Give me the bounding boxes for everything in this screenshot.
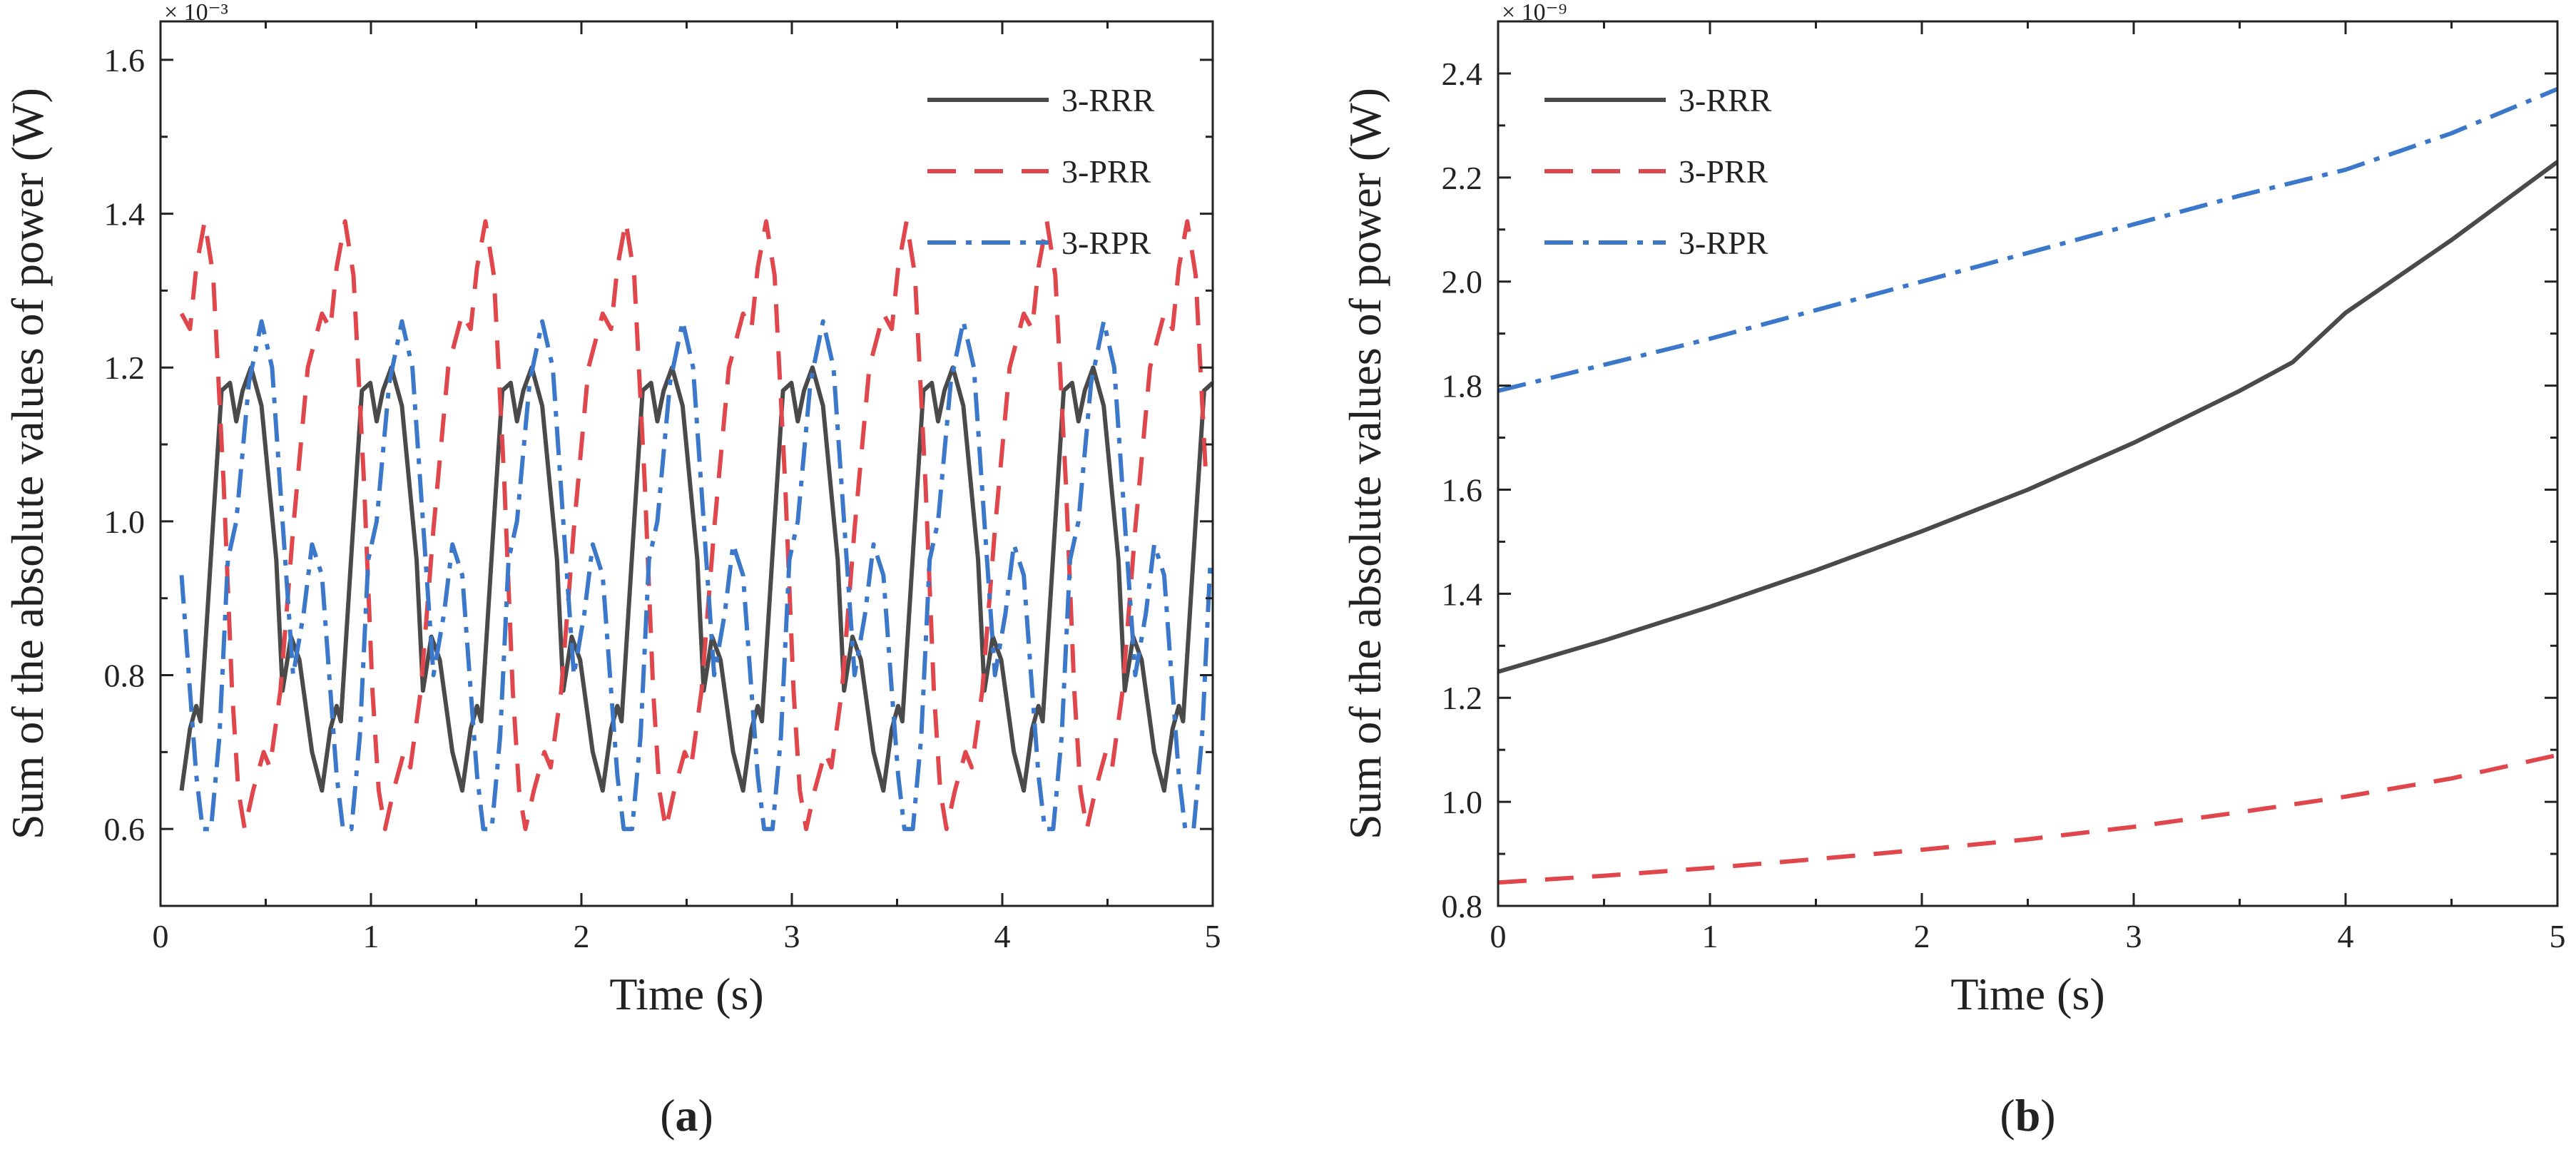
series-line-3-rpr <box>179 319 1213 832</box>
y-axis-exponent: × 10⁻⁹ <box>1502 0 1567 26</box>
y-tick-label: 2.2 <box>1442 160 1483 196</box>
y-tick-label: 1.6 <box>1442 471 1483 508</box>
y-axis-title: Sum of the absolute values of power (W) <box>2 88 53 840</box>
series-line-3-rrr <box>1498 160 2557 674</box>
y-tick-label: 1.8 <box>1442 368 1483 404</box>
x-tick-label: 5 <box>1205 918 1221 954</box>
y-tick-label: 1.6 <box>104 42 146 78</box>
chart-panel-b: 0 1 2 3 4 5 0.8 1.0 1.2 1.4 1.6 1.8 2.0 2.2 2.4 × 10⁻⁹ T… <box>1340 0 2566 1019</box>
panel-label-a: (a) <box>660 1090 713 1141</box>
panel-labels: (a) (b) <box>660 1090 2055 1141</box>
y-tick-label: 1.4 <box>104 196 146 233</box>
x-tick-label: 2 <box>1914 918 1930 954</box>
legend: 3-RRR 3-PRR 3-RPR <box>1544 82 1772 261</box>
y-tick-label: 0.6 <box>104 811 146 847</box>
x-tick-label: 5 <box>2550 918 2566 954</box>
plot-frame <box>1497 20 2559 907</box>
legend-label-3-prr: 3-PRR <box>1062 153 1151 190</box>
series-line-3-prr <box>179 219 1208 832</box>
legend-label-3-rpr: 3-RPR <box>1062 225 1151 261</box>
y-axis-title: Sum of the absolute values of power (W) <box>1340 88 1390 840</box>
x-axis-title: Time (s) <box>1950 969 2104 1019</box>
x-tick-label: 4 <box>2338 918 2354 954</box>
y-tick-label: 2.0 <box>1442 264 1483 300</box>
x-tick-label: 0 <box>153 918 169 954</box>
y-tick-label: 1.2 <box>104 350 146 386</box>
x-tick-label: 3 <box>2126 918 2142 954</box>
legend-label-3-rpr: 3-RPR <box>1679 225 1768 261</box>
legend: 3-RRR 3-PRR 3-RPR <box>927 82 1155 261</box>
y-tick-label: 1.0 <box>104 504 146 540</box>
y-tick-label: 0.8 <box>1442 888 1483 924</box>
series-line-3-rrr <box>179 365 1213 793</box>
legend-label-3-rrr: 3-RRR <box>1062 82 1155 118</box>
y-tick-label: 1.4 <box>1442 576 1483 612</box>
y-tick-label: 0.8 <box>104 658 146 694</box>
y-axis-exponent: × 10⁻³ <box>164 0 228 26</box>
x-tick-label: 1 <box>1702 918 1719 954</box>
legend-label-3-prr: 3-PRR <box>1679 153 1768 190</box>
series-line-3-rpr <box>1498 87 2557 393</box>
x-tick-label: 1 <box>363 918 380 954</box>
x-tick-label: 2 <box>574 918 590 954</box>
x-tick-label: 4 <box>994 918 1011 954</box>
x-axis-title: Time (s) <box>609 969 763 1019</box>
series-group <box>179 219 1213 832</box>
series-group <box>1498 87 2557 885</box>
panel-label-b: (b) <box>2000 1090 2055 1141</box>
x-tick-label: 3 <box>784 918 800 954</box>
y-tick-label: 1.0 <box>1442 784 1483 820</box>
chart-panel-a: 0 1 2 3 4 5 0.6 0.8 1.0 1.2 1.4 1.6 × 10⁻³ Time (s) Su… <box>2 0 1221 1019</box>
series-line-3-prr <box>1498 753 2557 885</box>
y-tick-label: 2.4 <box>1442 56 1483 92</box>
legend-label-3-rrr: 3-RRR <box>1679 82 1772 118</box>
y-tick-label: 1.2 <box>1442 680 1483 716</box>
x-tick-label: 0 <box>1490 918 1507 954</box>
